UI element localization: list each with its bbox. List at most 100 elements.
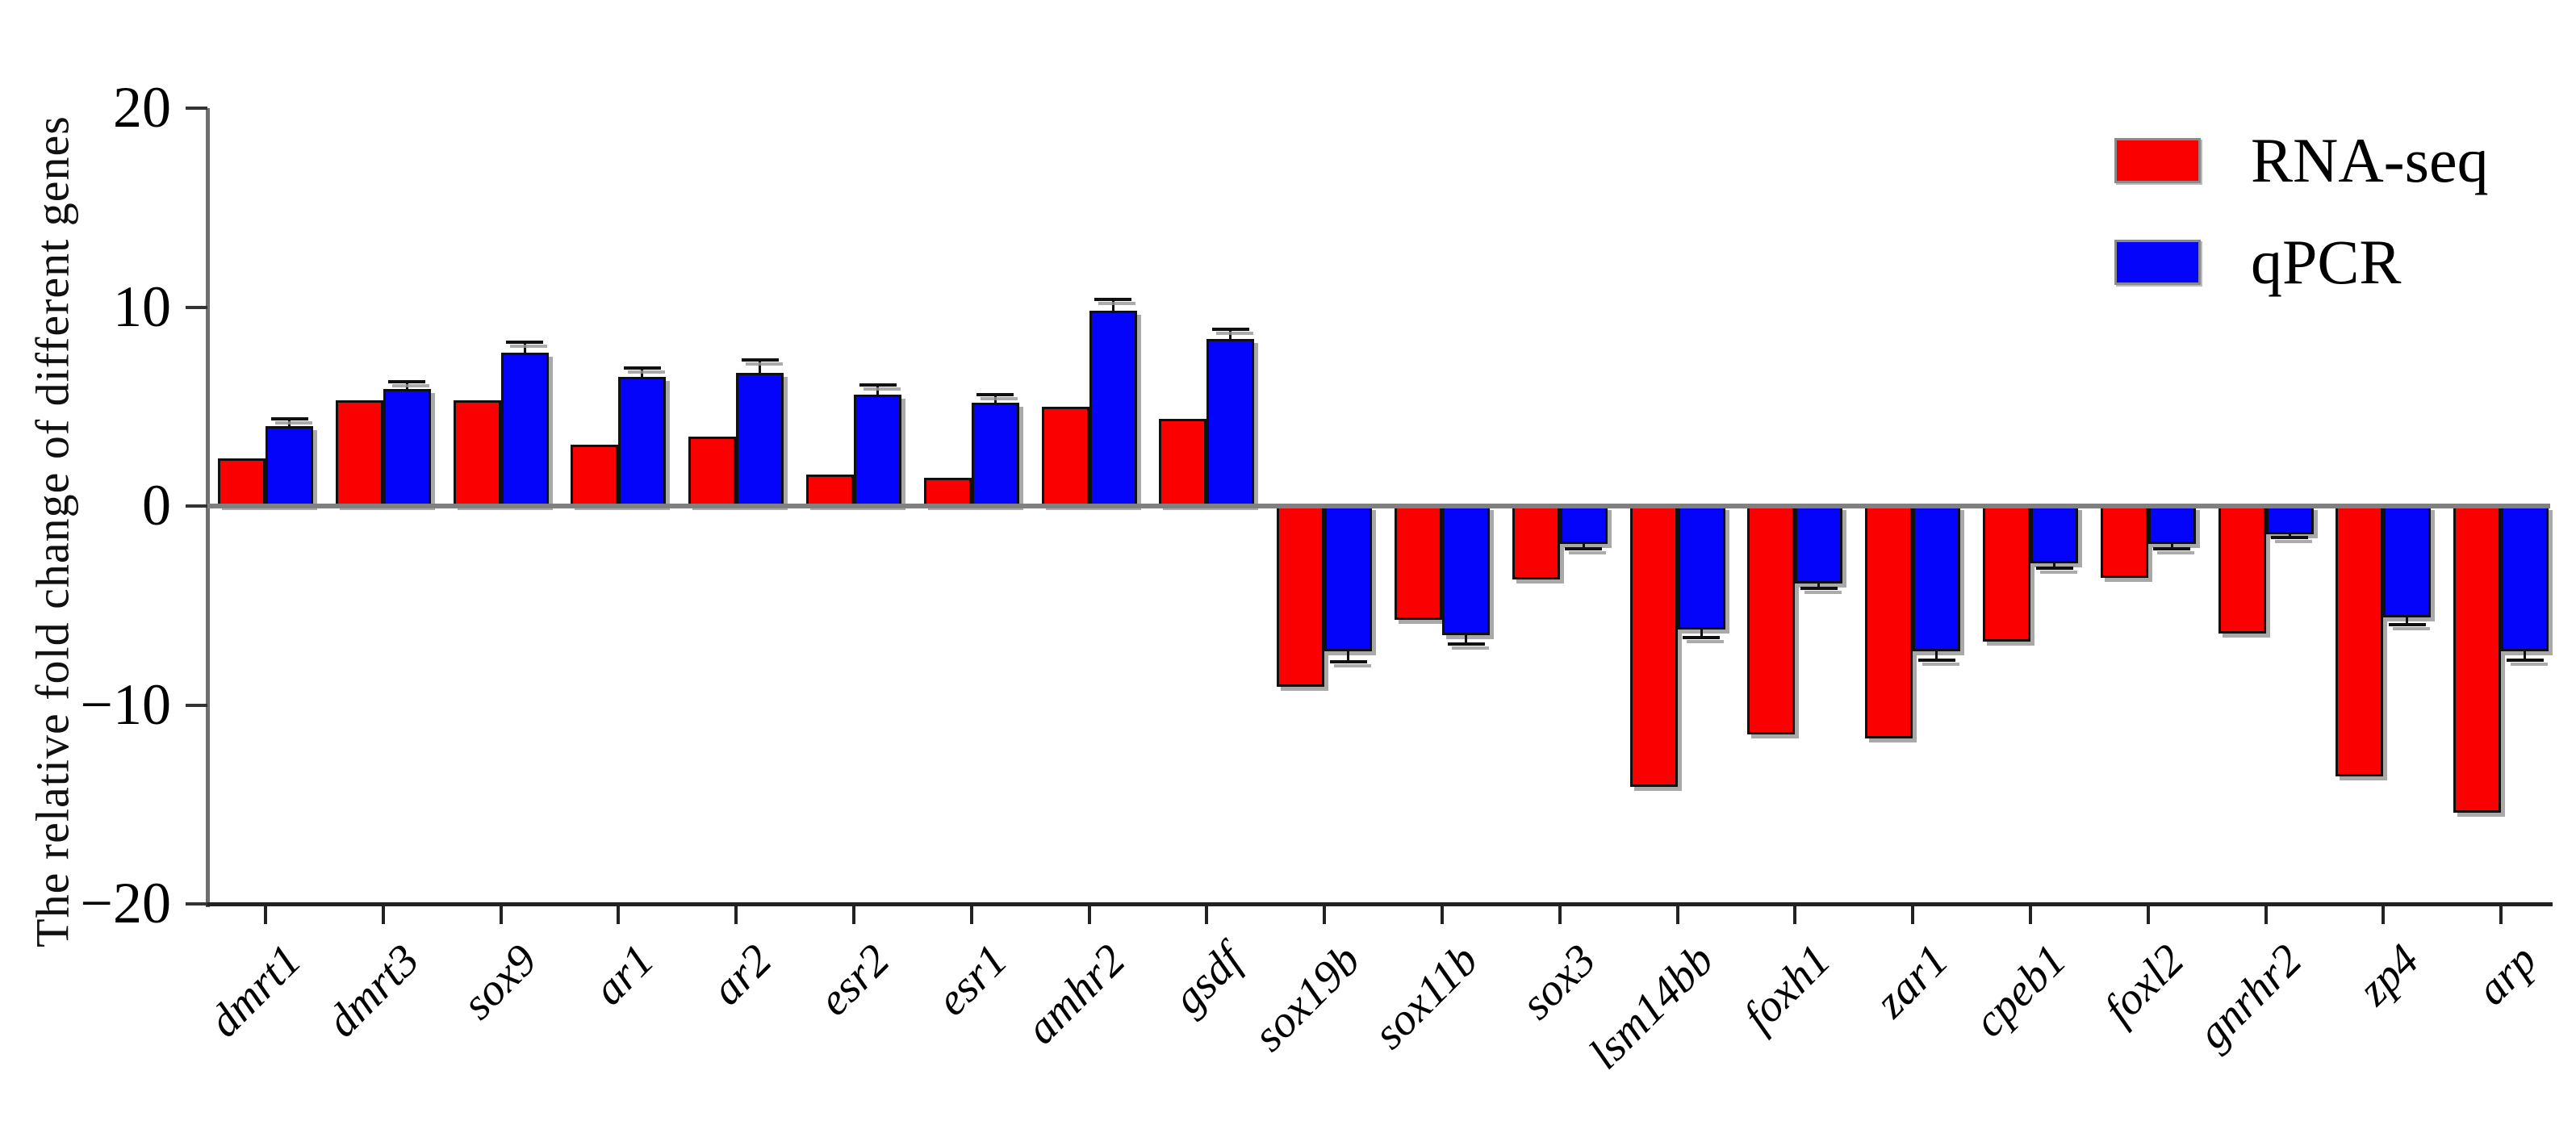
y-tick-mark--20 [186, 902, 207, 906]
bar-rnaseq-sox11b [1395, 506, 1442, 620]
bar-qpcr-gsdf [1206, 338, 1255, 506]
x-tick-mark-sox3 [1558, 906, 1562, 924]
x-axis-line [206, 902, 2553, 906]
y-tick-label-0: 0 [142, 473, 171, 537]
error-bar-cap-gnrhr2 [2271, 535, 2309, 539]
bar-qpcr-esr1 [971, 402, 1019, 506]
bar-rnaseq-sox19b [1277, 506, 1325, 688]
bar-rnaseq-foxl2 [2100, 506, 2148, 578]
x-tick-mark-dmrt3 [381, 906, 385, 924]
legend-item-rnaseq: RNA-seq [2114, 129, 2489, 192]
legend-swatch-rnaseq [2114, 138, 2201, 183]
y-tick-label--20: −20 [80, 871, 171, 935]
bar-rnaseq-amhr2 [1041, 406, 1089, 506]
error-bar-cap-zp4 [2388, 623, 2426, 627]
error-bar-stem-cpeb1 [2053, 563, 2055, 567]
error-bar-stem-arp [2524, 650, 2527, 659]
y-tick-mark--10 [186, 703, 207, 707]
error-bar-cap-amhr2 [1094, 298, 1132, 302]
error-bar-stem-ar1 [641, 370, 644, 377]
y-tick-label--10: −10 [80, 671, 171, 737]
bar-rnaseq-zar1 [1865, 506, 1913, 739]
legend-label-qpcr: qPCR [2251, 227, 2402, 297]
x-tick-mark-ar1 [617, 906, 621, 924]
error-bar-stem-esr2 [876, 387, 879, 395]
y-tick-label-20: 20 [113, 75, 171, 140]
bar-qpcr-foxh1 [1795, 506, 1843, 584]
x-tick-mark-gnrhr2 [2264, 906, 2268, 924]
y-tick-mark-10 [186, 305, 207, 309]
x-tick-mark-sox9 [499, 906, 503, 924]
x-tick-mark-foxl2 [2146, 906, 2150, 924]
error-bar-cap-esr1 [976, 393, 1014, 397]
bar-qpcr-foxl2 [2147, 506, 2196, 544]
bar-qpcr-zp4 [2383, 506, 2432, 618]
legend: RNA-seq qPCR [2114, 129, 2489, 333]
x-tick-mark-arp [2499, 906, 2503, 924]
bar-qpcr-sox9 [500, 353, 549, 506]
bar-qpcr-lsm14bb [1677, 506, 1725, 630]
error-bar-stem-sox3 [1582, 543, 1585, 547]
bar-rnaseq-dmrt1 [218, 458, 266, 506]
bar-rnaseq-sox9 [453, 400, 501, 506]
bar-rnaseq-dmrt3 [335, 400, 383, 506]
bar-qpcr-zar1 [1913, 506, 1961, 651]
error-bar-stem-esr1 [993, 396, 997, 403]
bar-rnaseq-ar2 [688, 436, 737, 506]
bar-qpcr-sox19b [1324, 506, 1373, 651]
bar-qpcr-sox3 [1559, 506, 1608, 544]
legend-label-rnaseq: RNA-seq [2251, 125, 2489, 195]
error-bar-stem-zar1 [1935, 650, 1938, 659]
error-bar-cap-lsm14bb [1683, 636, 1721, 640]
error-bar-cap-sox3 [1565, 546, 1603, 550]
bar-rnaseq-gnrhr2 [2218, 506, 2266, 634]
x-tick-mark-dmrt1 [264, 906, 267, 924]
y-tick-mark-0 [186, 504, 207, 508]
error-bar-cap-dmrt1 [270, 417, 308, 420]
legend-swatch-qpcr [2114, 240, 2201, 285]
bar-qpcr-cpeb1 [2030, 506, 2078, 564]
bar-qpcr-dmrt3 [383, 388, 431, 506]
legend-item-qpcr: qPCR [2114, 231, 2489, 294]
error-bar-cap-foxh1 [1800, 586, 1838, 590]
bar-rnaseq-lsm14bb [1629, 506, 1678, 787]
bar-qpcr-ar2 [736, 372, 784, 506]
error-bar-stem-amhr2 [1111, 301, 1114, 312]
bar-qpcr-dmrt1 [266, 426, 313, 506]
bar-qpcr-esr2 [854, 394, 901, 506]
error-bar-cap-esr2 [859, 383, 897, 387]
y-tick-mark-20 [186, 107, 207, 110]
bar-rnaseq-esr2 [806, 474, 854, 506]
bar-qpcr-gnrhr2 [2265, 506, 2314, 534]
error-bar-cap-foxl2 [2153, 546, 2191, 550]
error-bar-stem-gnrhr2 [2288, 533, 2291, 536]
bar-rnaseq-gsdf [1159, 418, 1207, 506]
x-tick-mark-foxh1 [1793, 906, 1797, 924]
error-bar-stem-zp4 [2406, 617, 2409, 624]
error-bar-cap-dmrt3 [388, 380, 426, 384]
bar-rnaseq-ar1 [571, 444, 619, 506]
zero-baseline [207, 504, 2550, 508]
bar-qpcr-amhr2 [1089, 311, 1137, 506]
x-tick-mark-zar1 [1911, 906, 1915, 924]
y-tick-label-10: 10 [113, 274, 171, 339]
bar-rnaseq-cpeb1 [1983, 506, 2030, 642]
bar-rnaseq-sox3 [1512, 506, 1560, 580]
bar-qpcr-sox11b [1442, 506, 1490, 636]
error-bar-stem-sox11b [1465, 635, 1467, 642]
x-tick-mark-esr2 [852, 906, 855, 924]
bar-rnaseq-arp [2453, 506, 2502, 813]
error-bar-stem-dmrt1 [288, 420, 291, 427]
error-bar-cap-zar1 [1917, 658, 1955, 662]
error-bar-cap-sox11b [1447, 642, 1485, 646]
error-bar-cap-ar2 [741, 358, 779, 362]
bar-rnaseq-esr1 [923, 478, 972, 506]
error-bar-cap-gsdf [1211, 328, 1249, 332]
error-bar-stem-gsdf [1229, 331, 1232, 339]
error-bar-cap-cpeb1 [2035, 567, 2073, 571]
error-bar-stem-foxl2 [2170, 543, 2173, 547]
x-tick-mark-ar2 [734, 906, 738, 924]
x-tick-mark-sox19b [1323, 906, 1327, 924]
error-bar-cap-arp [2506, 658, 2544, 662]
